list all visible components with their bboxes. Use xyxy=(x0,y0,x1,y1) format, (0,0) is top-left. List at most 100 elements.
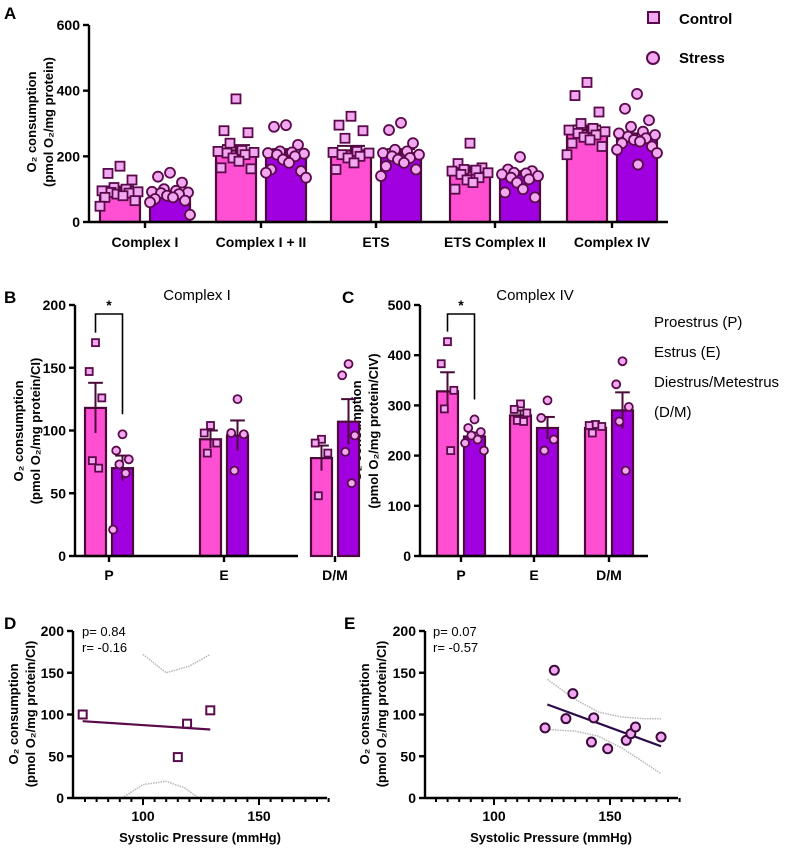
bar-control-2 xyxy=(309,457,334,558)
data-point-control xyxy=(99,191,111,203)
y-tick-label-b: 0 xyxy=(58,548,66,564)
data-point-control xyxy=(230,93,242,105)
y-tick-label-d: 100 xyxy=(41,707,65,723)
y-tick-label-e: 150 xyxy=(393,665,417,681)
data-point-stress xyxy=(499,186,511,199)
data-point-stress xyxy=(144,196,156,209)
data-point-stress xyxy=(619,102,631,115)
data-point-stress xyxy=(479,445,489,456)
data-point-control xyxy=(516,399,525,409)
data-point-stress xyxy=(407,137,419,150)
data-point-stress xyxy=(614,416,625,427)
y-tick-label-c: 0 xyxy=(403,548,411,564)
data-point-stress xyxy=(631,88,643,100)
x-axis-title-d: Systolic Pressure (mmHg) xyxy=(119,830,281,845)
data-point-control xyxy=(84,367,94,376)
data-point-control xyxy=(132,186,144,198)
panel-letter-b: B xyxy=(4,288,16,307)
data-point-control xyxy=(569,90,581,101)
data-point-control xyxy=(449,385,459,395)
x-category-label-a: ETS Complex II xyxy=(444,234,546,250)
panel-letter-a: A xyxy=(4,4,16,23)
stat-r-e: r= -0.57 xyxy=(433,640,478,655)
x-category-label-a: Complex IV xyxy=(574,234,651,250)
data-point-stress xyxy=(268,120,280,133)
data-point-control xyxy=(561,149,573,161)
y-axis-title-c-line2: (pmol O₂/mg protein/CIV) xyxy=(366,353,381,508)
data-point-control xyxy=(129,195,141,207)
x-tick-label-d: 150 xyxy=(247,808,271,824)
scatter-point-e xyxy=(655,731,667,743)
x-tick-label-e: 100 xyxy=(482,808,506,824)
data-point-control xyxy=(91,338,100,348)
data-point-stress xyxy=(164,166,176,179)
data-point-control xyxy=(446,165,458,177)
x-category-label-c: P xyxy=(456,567,465,583)
data-point-control xyxy=(199,428,209,438)
y-tick-label-a: 400 xyxy=(57,83,81,99)
data-point-stress xyxy=(611,143,623,156)
x-category-label-b: P xyxy=(104,567,113,583)
data-point-control xyxy=(327,146,339,158)
data-point-stress xyxy=(176,176,188,189)
scatter-point-e xyxy=(630,721,642,733)
data-point-stress xyxy=(260,166,272,179)
data-point-stress xyxy=(383,124,395,136)
data-point-stress xyxy=(542,395,553,406)
legend-label-stress: Stress xyxy=(679,50,725,67)
data-point-control xyxy=(449,183,461,195)
data-point-control xyxy=(455,168,467,180)
data-point-control xyxy=(452,158,464,169)
scatter-point-d xyxy=(205,705,216,716)
legend-item-control: Control xyxy=(647,11,732,28)
stat-r-d: r= -0.16 xyxy=(82,640,127,655)
y-tick-label-c: 200 xyxy=(388,448,412,464)
y-tick-label-e: 50 xyxy=(400,748,416,764)
y-tick-label-e: 200 xyxy=(393,623,417,639)
x-tick-label-e: 150 xyxy=(598,808,622,824)
y-axis-title-a-line2: (pmol O₂/mg protein) xyxy=(41,57,56,187)
data-point-control xyxy=(87,456,97,466)
data-point-stress xyxy=(469,414,480,425)
data-point-stress xyxy=(529,191,541,204)
y-axis-title-b-line2: (pmol O₂/mg protein/CI) xyxy=(28,358,43,505)
data-point-control xyxy=(126,174,138,186)
data-point-control xyxy=(218,125,230,137)
panel-letter-e: E xyxy=(344,614,355,633)
data-point-control xyxy=(357,125,369,137)
data-point-stress xyxy=(292,138,304,151)
data-point-control xyxy=(212,438,222,448)
bar-stress-0 xyxy=(110,467,135,558)
data-point-control xyxy=(446,446,456,455)
data-point-stress xyxy=(108,524,118,535)
data-point-stress xyxy=(375,170,387,182)
data-point-stress xyxy=(472,434,483,445)
x-axis-title-e: Systolic Pressure (mmHg) xyxy=(470,830,632,845)
y-tick-label-c: 300 xyxy=(388,397,412,413)
data-point-stress xyxy=(229,465,240,476)
data-point-control xyxy=(584,134,596,146)
x-category-label-a: Complex I xyxy=(112,234,179,250)
data-point-control xyxy=(363,147,375,159)
legend: Control Stress xyxy=(646,11,732,67)
stat-p-d: p= 0.84 xyxy=(82,624,126,639)
phase-legend-dm: (D/M) xyxy=(654,404,692,421)
data-point-control xyxy=(313,491,323,501)
data-point-control xyxy=(97,393,107,403)
x-category-label-a: Complex I + II xyxy=(216,234,307,250)
data-point-stress xyxy=(611,379,622,390)
data-point-control xyxy=(439,404,449,414)
data-point-control xyxy=(233,155,245,167)
data-point-stress xyxy=(111,445,122,456)
y-axis-title-e: O₂ consumption (pmol O₂/mg protein/CI) xyxy=(357,641,389,788)
data-point-control xyxy=(224,137,236,149)
data-point-control xyxy=(206,421,215,430)
data-point-control xyxy=(436,359,446,369)
legend-label-control: Control xyxy=(679,11,732,28)
y-tick-label-b: 150 xyxy=(43,360,67,376)
data-point-control xyxy=(242,127,254,139)
scatter-point-d xyxy=(172,752,183,763)
scatter-point-e xyxy=(585,736,597,748)
data-point-control xyxy=(102,168,114,179)
